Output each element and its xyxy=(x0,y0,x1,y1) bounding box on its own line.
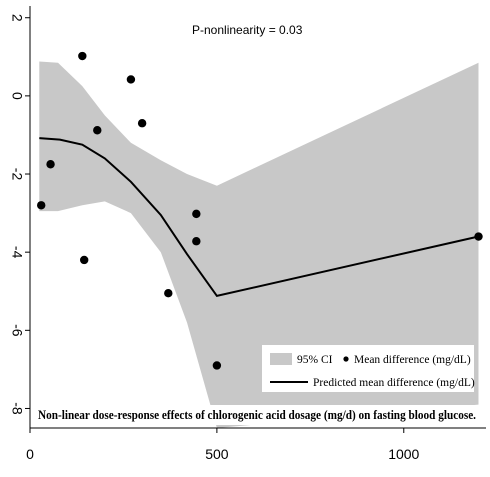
y-tick-label: -4 xyxy=(9,246,25,259)
y-tick-label: -2 xyxy=(9,168,25,181)
legend: 95% CI Mean difference (mg/dL) Predicted m… xyxy=(262,345,475,392)
data-point xyxy=(164,288,173,298)
x-tick-label: 1000 xyxy=(388,446,419,462)
caption-background xyxy=(34,405,480,425)
legend-point-marker xyxy=(343,356,349,362)
legend-line-label: Predicted mean difference (mg/dL) xyxy=(313,377,475,389)
data-point xyxy=(37,201,46,210)
legend-ci-label: 95% CI xyxy=(297,354,333,366)
data-point xyxy=(137,119,147,128)
data-point xyxy=(126,75,136,84)
legend-box xyxy=(262,345,474,392)
legend-point-label: Mean difference (mg/dL) xyxy=(354,354,471,366)
y-tick-label: -6 xyxy=(9,324,25,337)
data-point xyxy=(192,209,201,219)
data-point xyxy=(46,160,55,169)
ci-band xyxy=(39,61,479,428)
data-point xyxy=(93,126,102,135)
data-point xyxy=(474,232,483,241)
y-tick-label: -8 xyxy=(9,402,25,415)
figure-caption: Non-linear dose-response effects of chlo… xyxy=(38,408,476,422)
predicted-line xyxy=(39,137,479,298)
legend-ci-swatch xyxy=(270,353,292,365)
p-nonlinearity-annotation: P-nonlinearity = 0.03 xyxy=(192,23,303,37)
x-tick-label: 500 xyxy=(205,446,229,462)
data-point xyxy=(78,51,87,61)
data-point xyxy=(192,237,201,246)
x-tick-label: 0 xyxy=(26,446,34,462)
data-point xyxy=(212,361,222,370)
y-tick-label: 2 xyxy=(9,14,25,22)
y-tick-label: 0 xyxy=(9,92,25,100)
data-point xyxy=(79,255,89,265)
